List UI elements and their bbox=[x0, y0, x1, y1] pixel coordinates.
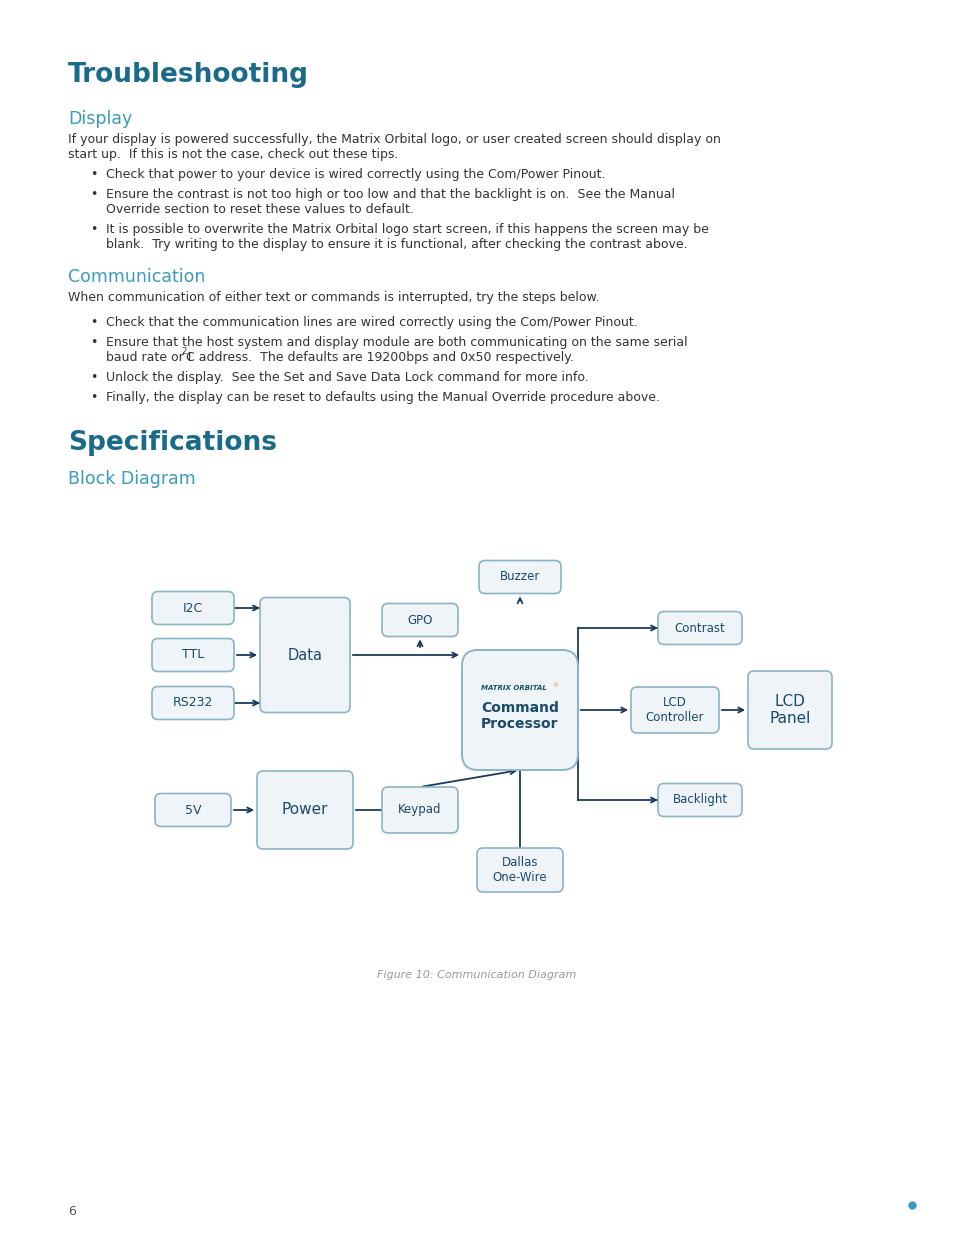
Text: 2: 2 bbox=[181, 347, 186, 356]
FancyBboxPatch shape bbox=[260, 598, 350, 713]
Text: baud rate or I: baud rate or I bbox=[106, 351, 192, 364]
Text: Figure 10: Communication Diagram: Figure 10: Communication Diagram bbox=[377, 969, 576, 981]
Text: GPO: GPO bbox=[407, 614, 433, 626]
Text: Power: Power bbox=[281, 803, 328, 818]
Text: LCD
Controller: LCD Controller bbox=[645, 697, 703, 724]
Text: Troubleshooting: Troubleshooting bbox=[68, 62, 309, 88]
FancyBboxPatch shape bbox=[476, 848, 562, 892]
Text: MATRIX ORBITAL: MATRIX ORBITAL bbox=[480, 685, 546, 692]
Text: Specifications: Specifications bbox=[68, 430, 276, 456]
Text: TTL: TTL bbox=[182, 648, 204, 662]
Text: RS232: RS232 bbox=[172, 697, 213, 709]
Text: When communication of either text or commands is interrupted, try the steps belo: When communication of either text or com… bbox=[68, 291, 599, 304]
Text: Data: Data bbox=[287, 647, 322, 662]
Text: •: • bbox=[90, 188, 97, 201]
Text: LCD
Panel: LCD Panel bbox=[768, 694, 810, 726]
Text: •: • bbox=[90, 316, 97, 329]
FancyBboxPatch shape bbox=[381, 787, 457, 832]
Text: C address.  The defaults are 19200bps and 0x50 respectively.: C address. The defaults are 19200bps and… bbox=[186, 351, 574, 364]
Text: 5V: 5V bbox=[185, 804, 201, 816]
Text: •: • bbox=[90, 370, 97, 384]
Text: Block Diagram: Block Diagram bbox=[68, 471, 195, 488]
FancyBboxPatch shape bbox=[154, 794, 231, 826]
Text: Ensure that the host system and display module are both communicating on the sam: Ensure that the host system and display … bbox=[106, 336, 687, 350]
Text: Contrast: Contrast bbox=[674, 621, 724, 635]
Text: Backlight: Backlight bbox=[672, 794, 727, 806]
Text: Keypad: Keypad bbox=[397, 804, 441, 816]
Text: •: • bbox=[90, 168, 97, 182]
Text: ®: ® bbox=[552, 683, 558, 688]
Text: Ensure the contrast is not too high or too low and that the backlight is on.  Se: Ensure the contrast is not too high or t… bbox=[106, 188, 675, 201]
FancyBboxPatch shape bbox=[152, 687, 233, 720]
Text: •: • bbox=[90, 336, 97, 350]
Text: If your display is powered successfully, the Matrix Orbital logo, or user create: If your display is powered successfully,… bbox=[68, 133, 720, 146]
Text: I2C: I2C bbox=[183, 601, 203, 615]
FancyBboxPatch shape bbox=[152, 592, 233, 625]
FancyBboxPatch shape bbox=[152, 638, 233, 672]
FancyBboxPatch shape bbox=[381, 604, 457, 636]
Text: 6: 6 bbox=[68, 1205, 76, 1218]
Text: Unlock the display.  See the Set and Save Data Lock command for more info.: Unlock the display. See the Set and Save… bbox=[106, 370, 588, 384]
FancyBboxPatch shape bbox=[747, 671, 831, 748]
Text: start up.  If this is not the case, check out these tips.: start up. If this is not the case, check… bbox=[68, 148, 398, 161]
Text: Finally, the display can be reset to defaults using the Manual Override procedur: Finally, the display can be reset to def… bbox=[106, 391, 659, 404]
Text: Command
Processor: Command Processor bbox=[480, 701, 558, 731]
Text: Check that power to your device is wired correctly using the Com/Power Pinout.: Check that power to your device is wired… bbox=[106, 168, 605, 182]
Text: Buzzer: Buzzer bbox=[499, 571, 539, 583]
Text: Check that the communication lines are wired correctly using the Com/Power Pinou: Check that the communication lines are w… bbox=[106, 316, 638, 329]
Text: •: • bbox=[90, 224, 97, 236]
FancyBboxPatch shape bbox=[630, 687, 719, 734]
Text: Display: Display bbox=[68, 110, 132, 128]
FancyBboxPatch shape bbox=[478, 561, 560, 594]
Text: It is possible to overwrite the Matrix Orbital logo start screen, if this happen: It is possible to overwrite the Matrix O… bbox=[106, 224, 708, 236]
Text: Communication: Communication bbox=[68, 268, 205, 287]
Text: blank.  Try writing to the display to ensure it is functional, after checking th: blank. Try writing to the display to ens… bbox=[106, 238, 687, 251]
FancyBboxPatch shape bbox=[461, 650, 578, 769]
Text: •: • bbox=[90, 391, 97, 404]
FancyBboxPatch shape bbox=[658, 611, 741, 645]
Text: Override section to reset these values to default.: Override section to reset these values t… bbox=[106, 203, 414, 216]
FancyBboxPatch shape bbox=[658, 783, 741, 816]
FancyBboxPatch shape bbox=[256, 771, 353, 848]
Text: Dallas
One-Wire: Dallas One-Wire bbox=[492, 856, 547, 884]
